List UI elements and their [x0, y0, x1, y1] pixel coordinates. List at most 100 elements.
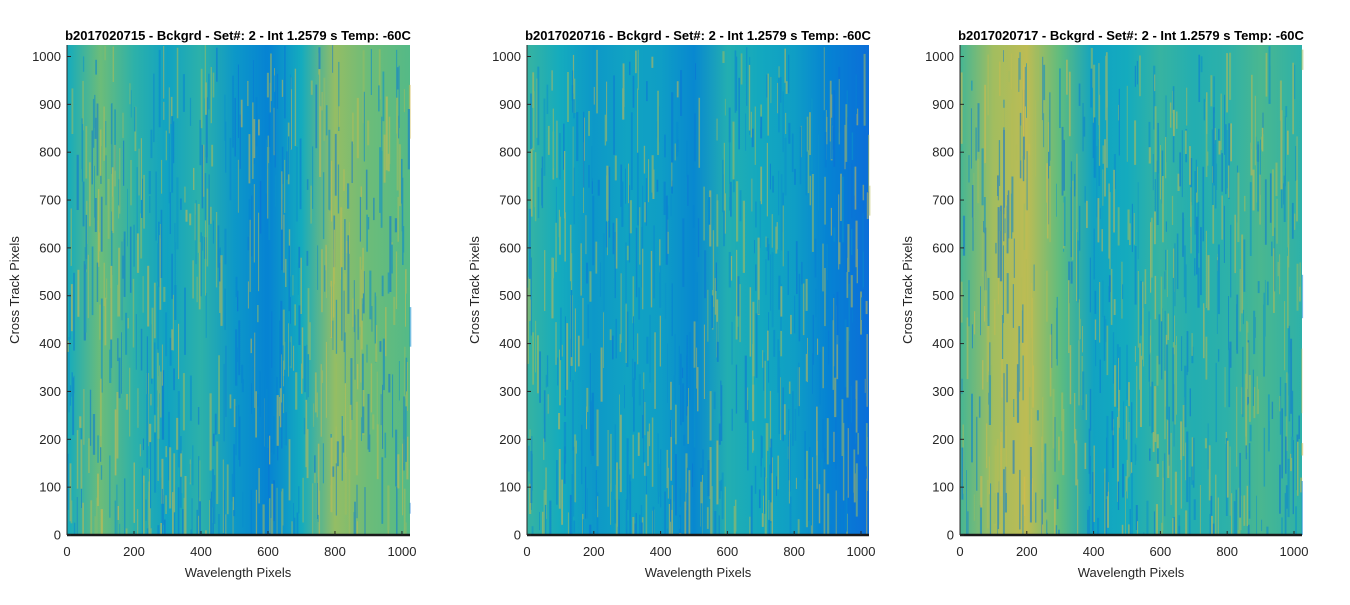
heatmap-streak — [849, 284, 851, 341]
x-tick-label: 400 — [1083, 544, 1105, 559]
heatmap-streak — [736, 57, 737, 111]
heatmap-streak — [157, 525, 159, 535]
heatmap-streak — [583, 519, 584, 535]
heatmap-streak — [388, 154, 390, 172]
heatmap-streak — [298, 486, 299, 513]
heatmap-streak — [160, 224, 161, 238]
heatmap-streak — [369, 435, 371, 453]
heatmap-streak — [356, 485, 357, 519]
heatmap-streak — [621, 273, 622, 343]
heatmap-streak — [251, 490, 253, 535]
heatmap-streak — [1288, 182, 1290, 245]
heatmap-streak — [113, 47, 114, 82]
heatmap-streak — [82, 503, 84, 535]
heatmap-streak — [291, 77, 292, 89]
heatmap-streak — [1082, 371, 1084, 410]
x-tick-label: 600 — [257, 544, 279, 559]
heatmap-streak — [809, 447, 810, 479]
heatmap-streak — [143, 439, 144, 451]
heatmap-streak — [1294, 65, 1295, 99]
heatmap-streak — [1285, 383, 1287, 416]
heatmap-streak — [736, 181, 738, 241]
heatmap-streak — [794, 169, 796, 185]
heatmap-streak — [644, 146, 645, 174]
heatmap-streak — [1135, 66, 1136, 87]
heatmap-streak — [606, 82, 607, 142]
heatmap-streak — [387, 485, 389, 530]
heatmap-streak — [1242, 347, 1243, 417]
heatmap-streak — [833, 432, 834, 462]
heatmap-streak — [94, 166, 95, 218]
heatmap-streak — [972, 218, 973, 251]
heatmap-streak — [826, 226, 828, 245]
heatmap-streak — [1271, 242, 1272, 257]
y-tick-label: 700 — [932, 193, 954, 208]
heatmap-streak — [199, 501, 201, 535]
heatmap-streak — [1294, 214, 1295, 230]
heatmap-streak — [760, 167, 762, 205]
heatmap-streak — [636, 228, 638, 298]
heatmap-streak — [211, 67, 212, 123]
heatmap-streak — [1094, 229, 1095, 280]
heatmap-streak — [1165, 250, 1166, 271]
heatmap-streak — [95, 516, 96, 535]
heatmap-streak — [1260, 175, 1261, 225]
heatmap-streak — [284, 46, 286, 119]
heatmap-streak — [1049, 166, 1051, 242]
heatmap-streak — [1149, 147, 1151, 163]
heatmap-streak — [659, 266, 661, 308]
heatmap-streak — [1162, 176, 1164, 242]
heatmap-streak — [339, 106, 341, 127]
heatmap-streak — [678, 139, 679, 152]
heatmap-streak — [92, 131, 94, 185]
heatmap-streak — [129, 368, 130, 437]
heatmap-streak — [783, 91, 784, 152]
heatmap-streak — [290, 74, 291, 149]
heatmap-streak — [831, 118, 832, 159]
heatmap-streak — [1178, 526, 1180, 535]
heatmap-streak — [634, 362, 636, 380]
heatmap-streak — [375, 293, 376, 344]
heatmap-streak — [82, 124, 83, 182]
heatmap-streak — [315, 372, 317, 412]
heatmap-streak — [1043, 113, 1044, 147]
heatmap-streak — [1139, 56, 1141, 97]
heatmap-streak — [308, 288, 310, 354]
heatmap-streak — [145, 500, 146, 521]
heatmap-streak — [732, 322, 733, 365]
heatmap-streak — [1240, 269, 1241, 331]
heatmap-streak — [1059, 68, 1061, 128]
heatmap-streak — [590, 353, 591, 406]
heatmap-streak — [1265, 179, 1267, 245]
heatmap-streak — [125, 313, 127, 355]
heatmap-streak — [776, 476, 777, 496]
heatmap-streak — [286, 412, 287, 445]
heatmap-streak — [268, 163, 270, 240]
heatmap-streak — [585, 467, 586, 519]
heatmap-streak — [767, 143, 768, 217]
heatmap-streak — [81, 439, 83, 488]
heatmap-streak — [95, 118, 97, 139]
heatmap-streak — [383, 339, 385, 391]
heatmap-streak — [1287, 131, 1289, 155]
heatmap-streak — [770, 439, 772, 474]
heatmap-streak — [1134, 120, 1136, 164]
heatmap-streak — [1146, 501, 1148, 535]
heatmap-streak — [547, 355, 548, 386]
heatmap-streak — [1019, 470, 1020, 530]
heatmap-streak — [1245, 374, 1247, 436]
heatmap-streak — [556, 121, 557, 178]
heatmap-streak — [851, 386, 852, 423]
heatmap-streak — [1044, 444, 1046, 513]
heatmap-streak — [1005, 218, 1006, 233]
heatmap-streak — [530, 430, 531, 441]
heatmap-streak — [1131, 462, 1133, 474]
heatmap-streak — [238, 160, 239, 213]
heatmap-streak — [665, 283, 666, 319]
heatmap-streak — [633, 316, 634, 350]
heatmap-streak — [307, 179, 309, 190]
heatmap-streak — [403, 396, 404, 470]
heatmap-streak — [178, 324, 179, 379]
heatmap-streak — [807, 117, 809, 152]
